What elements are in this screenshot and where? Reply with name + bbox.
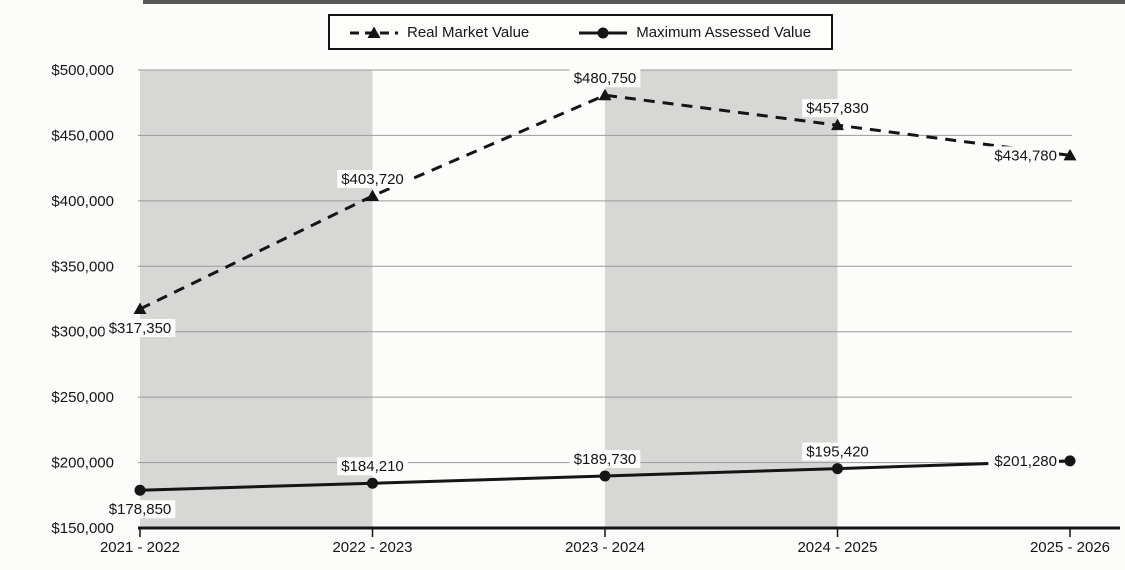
x-tick-label: 2023 - 2024 — [565, 539, 645, 556]
legend: Real Market Value Maximum Assessed Value — [328, 14, 834, 50]
data-label-box — [337, 169, 408, 188]
data-label-box — [802, 442, 873, 461]
data-label: $457,830 — [806, 100, 869, 117]
data-label-box — [988, 451, 1059, 470]
legend-label-maximum-assessed-value: Maximum Assessed Value — [636, 23, 812, 41]
data-label: $201,280 — [994, 453, 1057, 470]
real-market-value-marker — [366, 189, 379, 201]
legend-item-real-market-value: Real Market Value — [350, 24, 529, 41]
real-market-value-marker — [1063, 148, 1077, 161]
y-tick-label: $350,000 — [51, 258, 114, 275]
y-tick-label: $200,000 — [51, 455, 114, 472]
data-label-box — [104, 500, 176, 519]
scan-artifact-line — [143, 0, 1125, 4]
y-tick-label: $500,000 — [51, 62, 114, 79]
data-label: $317,350 — [109, 320, 172, 337]
data-label: $403,720 — [341, 171, 404, 188]
data-label: $178,850 — [109, 501, 172, 518]
real-market-value-marker — [133, 302, 147, 315]
data-label-box — [569, 450, 641, 469]
x-tick-label: 2024 - 2025 — [797, 539, 877, 556]
maximum-assessed-value-marker — [832, 463, 843, 475]
maximum-assessed-value-marker — [599, 470, 611, 482]
data-label: $195,420 — [806, 444, 869, 461]
real-market-value-marker — [831, 118, 844, 131]
legend-label-real-market-value: Real Market Value — [407, 23, 530, 41]
dashed-triangle-line-icon — [350, 26, 398, 38]
real-market-value-line — [139, 93, 1071, 311]
legend-item-maximum-assessed-value: Maximum Assessed Value — [579, 24, 811, 41]
y-tick-label: $400,000 — [51, 193, 114, 210]
x-tick-label: 2025 - 2026 — [1030, 539, 1110, 556]
x-tick-label: 2022 - 2023 — [332, 539, 412, 556]
data-label-box — [569, 69, 641, 88]
y-tick-label: $150,000 — [51, 520, 114, 537]
y-tick-label: $250,000 — [51, 389, 114, 406]
maximum-assessed-value-marker — [1064, 455, 1076, 467]
x-tick-label: 2021 - 2022 — [100, 539, 180, 556]
maximum-assessed-value-marker — [367, 477, 378, 489]
solid-circle-line-icon — [579, 27, 628, 39]
y-tick-label: $300,000 — [51, 324, 114, 341]
real-market-value-marker — [598, 88, 612, 101]
data-label-box — [337, 457, 408, 476]
data-label-box — [104, 319, 176, 338]
data-label: $434,780 — [994, 147, 1057, 164]
data-label-box — [802, 99, 873, 118]
plot-band — [140, 70, 373, 528]
data-label: $480,750 — [574, 70, 637, 87]
y-tick-label: $450,000 — [51, 127, 114, 144]
data-label-box — [988, 146, 1059, 165]
plot-band — [605, 70, 838, 528]
maximum-assessed-value-marker — [134, 484, 146, 496]
data-label: $184,210 — [341, 458, 404, 475]
data-label: $189,730 — [574, 451, 637, 468]
